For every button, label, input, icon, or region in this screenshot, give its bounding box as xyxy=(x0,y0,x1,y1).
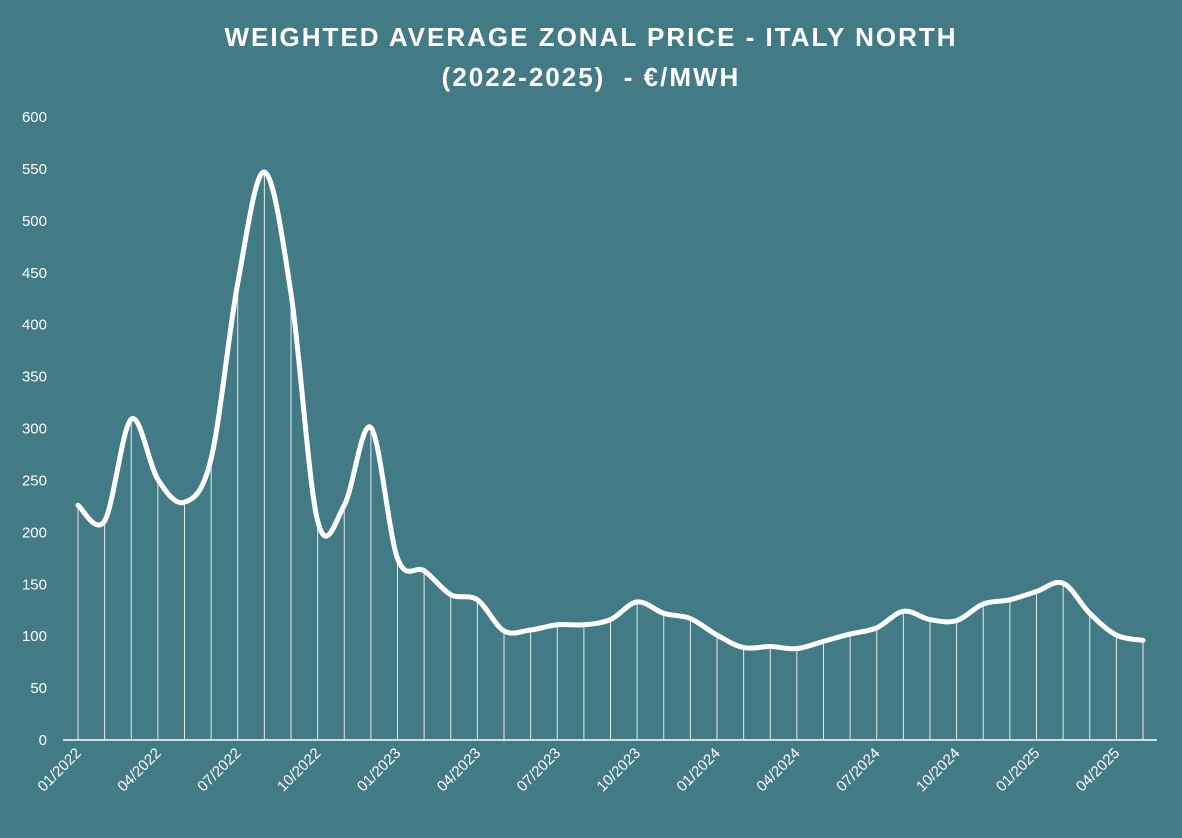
y-tick-label: 0 xyxy=(39,732,47,749)
y-tick-label: 150 xyxy=(22,576,47,593)
y-tick-label: 550 xyxy=(22,161,47,178)
x-tick-label: 04/2023 xyxy=(434,745,484,795)
y-tick-label: 100 xyxy=(22,628,47,645)
x-tick-label: 07/2024 xyxy=(833,745,883,795)
vertical-drop-lines xyxy=(77,172,1144,740)
x-tick-label: 04/2025 xyxy=(1073,745,1123,795)
y-axis-tick-labels: 0 50 100 150 200 250 300 350 400 450 500 550 600 xyxy=(22,109,47,749)
series-line xyxy=(75,169,1146,652)
x-tick-label: 10/2024 xyxy=(913,745,963,795)
x-tick-label: 01/2025 xyxy=(993,745,1043,795)
x-tick-label: 01/2024 xyxy=(673,745,723,795)
x-tick-label: 10/2023 xyxy=(594,745,644,795)
x-tick-label: 01/2023 xyxy=(354,745,404,795)
x-tick-label: 01/2022 xyxy=(34,745,84,795)
y-tick-label: 200 xyxy=(22,524,47,541)
y-tick-label: 400 xyxy=(22,317,47,334)
y-tick-label: 450 xyxy=(22,265,47,282)
y-tick-label: 250 xyxy=(22,472,47,489)
y-tick-label: 300 xyxy=(22,421,47,438)
y-tick-label: 350 xyxy=(22,369,47,386)
x-tick-label: 04/2022 xyxy=(114,745,164,795)
y-tick-label: 600 xyxy=(22,109,47,126)
y-tick-label: 500 xyxy=(22,213,47,230)
x-tick-label: 10/2022 xyxy=(274,745,324,795)
chart-title: WEIGHTED AVERAGE ZONAL PRICE - ITALY NOR… xyxy=(224,22,957,52)
x-tick-label: 07/2022 xyxy=(194,745,244,795)
x-tick-label: 04/2024 xyxy=(753,745,803,795)
x-tick-label: 07/2023 xyxy=(514,745,564,795)
chart-subtitle: (2022-2025) - €/MWH xyxy=(442,62,741,92)
x-axis-tick-labels: 01/2022 04/2022 07/2022 10/2022 01/2023 04/20… xyxy=(34,745,1123,795)
y-tick-label: 50 xyxy=(30,680,47,697)
